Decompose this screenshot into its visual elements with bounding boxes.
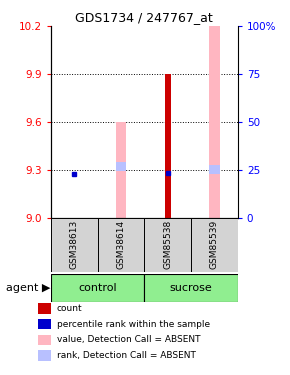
Text: sucrose: sucrose — [170, 283, 212, 293]
Bar — [165, 74, 171, 217]
Bar — [209, 165, 220, 174]
Text: count: count — [57, 304, 82, 313]
Bar — [144, 274, 238, 302]
Text: rank, Detection Call = ABSENT: rank, Detection Call = ABSENT — [57, 351, 195, 360]
Bar — [116, 122, 126, 218]
Bar — [51, 217, 97, 272]
Text: GSM85539: GSM85539 — [210, 220, 219, 269]
Text: agent ▶: agent ▶ — [6, 283, 50, 293]
Text: control: control — [78, 283, 117, 293]
Title: GDS1734 / 247767_at: GDS1734 / 247767_at — [75, 11, 213, 24]
Text: GSM85538: GSM85538 — [163, 220, 172, 269]
Bar — [144, 217, 191, 272]
Bar — [116, 162, 126, 171]
Text: percentile rank within the sample: percentile rank within the sample — [57, 320, 210, 328]
Bar — [51, 274, 144, 302]
Bar — [209, 26, 220, 218]
Text: value, Detection Call = ABSENT: value, Detection Call = ABSENT — [57, 335, 200, 344]
Text: GSM38613: GSM38613 — [70, 220, 79, 269]
Bar — [97, 217, 144, 272]
Text: GSM38614: GSM38614 — [116, 220, 125, 269]
Bar — [191, 217, 238, 272]
